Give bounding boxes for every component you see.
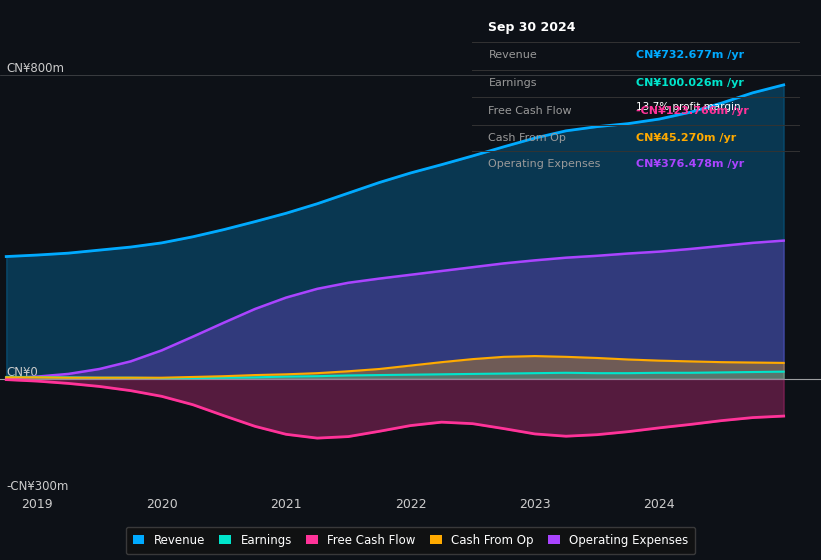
Text: -CN¥123.766m /yr: -CN¥123.766m /yr: [636, 106, 749, 116]
Text: CN¥0: CN¥0: [7, 366, 38, 379]
Text: Earnings: Earnings: [488, 78, 537, 88]
Text: 13.7% profit margin: 13.7% profit margin: [636, 101, 741, 111]
Text: Operating Expenses: Operating Expenses: [488, 160, 601, 169]
Text: CN¥376.478m /yr: CN¥376.478m /yr: [636, 160, 745, 169]
Text: Cash From Op: Cash From Op: [488, 133, 566, 143]
Text: Free Cash Flow: Free Cash Flow: [488, 106, 572, 116]
Text: CN¥732.677m /yr: CN¥732.677m /yr: [636, 50, 745, 60]
Text: -CN¥300m: -CN¥300m: [7, 480, 69, 493]
Legend: Revenue, Earnings, Free Cash Flow, Cash From Op, Operating Expenses: Revenue, Earnings, Free Cash Flow, Cash …: [126, 527, 695, 554]
Text: CN¥800m: CN¥800m: [7, 62, 64, 75]
Text: Revenue: Revenue: [488, 50, 537, 60]
Text: CN¥100.026m /yr: CN¥100.026m /yr: [636, 78, 744, 88]
Text: Sep 30 2024: Sep 30 2024: [488, 21, 576, 34]
Text: CN¥45.270m /yr: CN¥45.270m /yr: [636, 133, 736, 143]
